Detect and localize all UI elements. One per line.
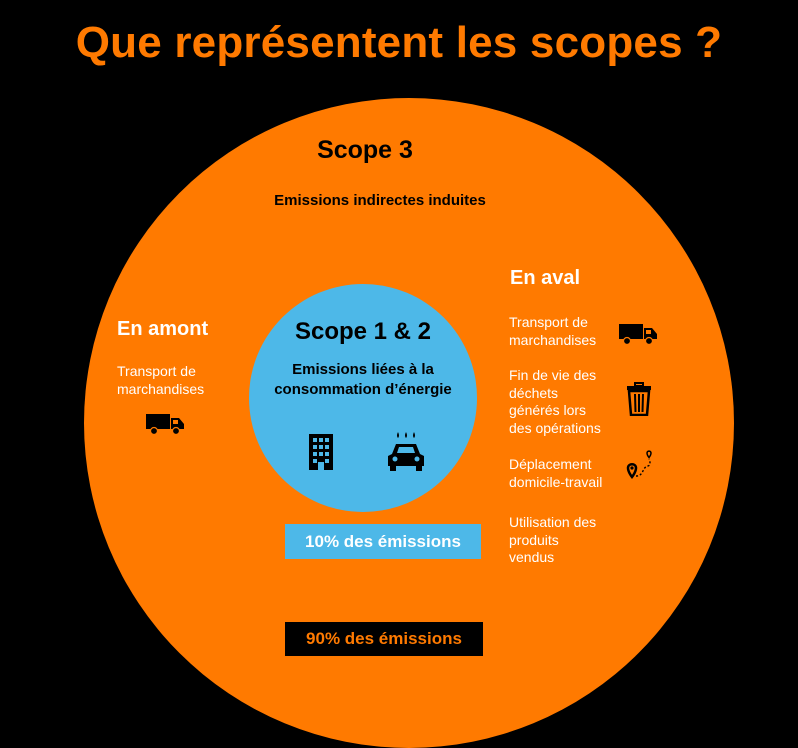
downstream-item-line: vendus — [509, 549, 555, 565]
downstream-item-commute: Déplacement domicile-travail — [509, 456, 629, 491]
route-pin-icon — [620, 448, 656, 484]
truck-icon — [618, 322, 658, 346]
scope12-description-line: Emissions liées à la — [292, 361, 434, 378]
page-title: Que représentent les scopes ? — [75, 18, 723, 67]
scope3-share-badge: 90% des émissions — [285, 622, 483, 656]
scope12-share-badge: 10% des émissions — [285, 524, 481, 559]
downstream-item-line: Fin de vie des — [509, 367, 597, 383]
upstream-title: En amont — [117, 318, 209, 340]
truck-icon — [145, 412, 185, 436]
downstream-item-line: déchets — [509, 384, 559, 401]
downstream-item-line: Utilisation des — [509, 514, 597, 530]
downstream-item-line: domicile-travail — [509, 473, 603, 490]
downstream-item-line: produits — [509, 531, 559, 548]
downstream-item-line: Transport de — [509, 314, 588, 330]
downstream-item-line: marchandises — [509, 331, 597, 348]
downstream-item-line: générés lors — [509, 402, 587, 418]
upstream-item-line: Transport de — [117, 363, 196, 379]
scope3-title: Scope 3 — [317, 136, 413, 164]
upstream-item-transport: Transport de marchandises — [117, 362, 237, 398]
trash-bin-icon — [626, 382, 652, 416]
building-icon — [307, 432, 335, 470]
downstream-title: En aval — [510, 267, 581, 289]
downstream-item-waste: Fin de vie des déchets générés lors des … — [509, 367, 619, 437]
downstream-item-transport: Transport de marchandises — [509, 314, 619, 349]
scope12-circle — [249, 284, 477, 512]
scope3-subtitle: Emissions indirectes induites — [274, 192, 486, 209]
downstream-item-product-use: Utilisation des produits vendus — [509, 514, 619, 567]
scope12-title: Scope 1 & 2 — [294, 318, 432, 345]
downstream-item-line: des opérations — [509, 419, 601, 436]
scope12-description-line: consommation d’énergie — [274, 381, 452, 398]
upstream-item-line: marchandises — [117, 381, 205, 397]
car-icon — [386, 430, 426, 472]
scope12-description: Emissions liées à la consommation d’éner… — [249, 360, 477, 400]
downstream-item-line: Déplacement — [509, 456, 592, 472]
